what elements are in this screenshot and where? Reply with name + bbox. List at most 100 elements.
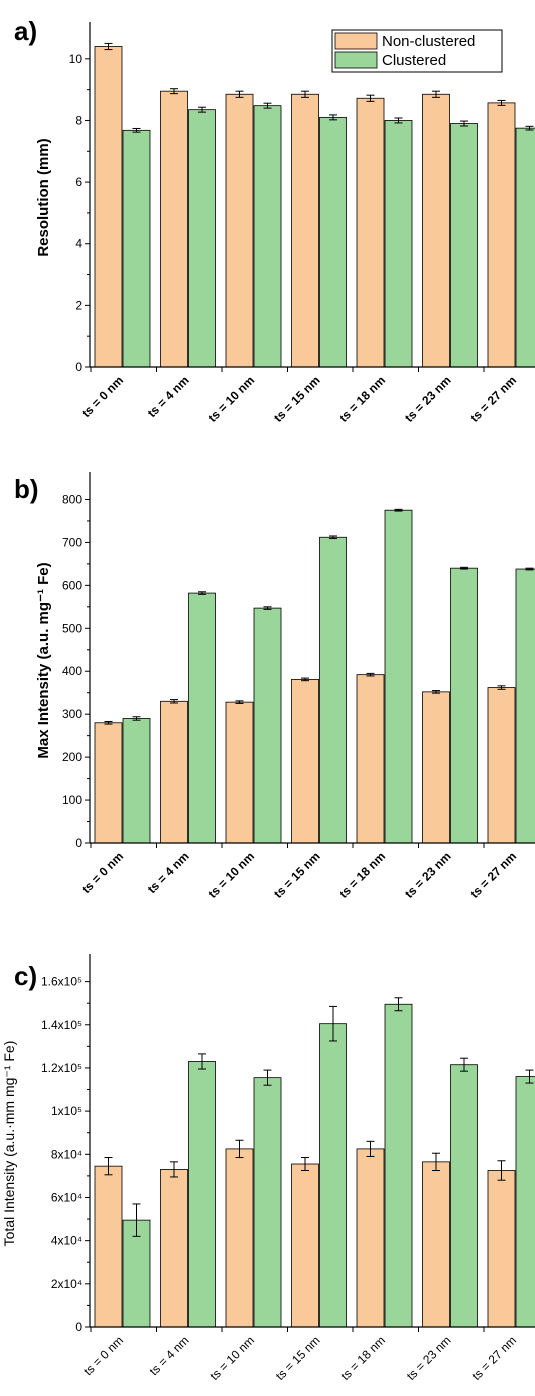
panel-label: c) bbox=[14, 961, 37, 991]
error-bar-clustered-3 bbox=[263, 102, 272, 109]
error-bar-non-clustered-4 bbox=[301, 90, 309, 98]
error-bar-non-clustered-1 bbox=[104, 1157, 113, 1176]
error-bar-clustered-4 bbox=[329, 114, 337, 121]
error-bar-clustered-2 bbox=[198, 1053, 206, 1070]
error-bar-non-clustered-6 bbox=[432, 690, 440, 694]
error-bar-non-clustered-2 bbox=[170, 88, 178, 95]
legend-label-non-clustered: Non-clustered bbox=[382, 33, 475, 50]
bar-non-clustered-3 bbox=[225, 701, 254, 844]
x-category-label: ts = 0 nm bbox=[79, 373, 126, 420]
error-bar-non-clustered-6 bbox=[432, 1152, 440, 1171]
bar-non-clustered-1 bbox=[94, 1165, 123, 1328]
y-tick-label: 4 bbox=[75, 237, 82, 251]
error-bar-non-clustered-7 bbox=[497, 1160, 506, 1181]
x-category-label: ts = 10 nm bbox=[205, 373, 257, 425]
bar-non-clustered-1 bbox=[94, 46, 123, 368]
bar-non-clustered-2 bbox=[160, 1169, 188, 1328]
bar-clustered-5 bbox=[384, 120, 413, 368]
y-tick-label: 10 bbox=[69, 52, 83, 66]
x-category-label: ts = 0 nm bbox=[81, 1333, 126, 1378]
y-tick-label: 300 bbox=[62, 707, 82, 721]
y-tick-label: 4x10⁴ bbox=[51, 1234, 82, 1248]
error-bar-clustered-5 bbox=[394, 117, 403, 124]
error-bar-clustered-1 bbox=[132, 127, 141, 133]
error-bar-non-clustered-3 bbox=[235, 700, 244, 704]
error-bar-clustered-3 bbox=[263, 606, 272, 610]
error-bar-non-clustered-6 bbox=[432, 90, 440, 98]
bar-non-clustered-2 bbox=[160, 90, 188, 368]
y-tick-label: 200 bbox=[62, 750, 82, 764]
error-bar-clustered-6 bbox=[460, 1057, 468, 1072]
x-category-label: ts = 23 nm bbox=[402, 849, 454, 901]
bar-non-clustered-5 bbox=[356, 674, 385, 844]
bar-clustered-3 bbox=[253, 1077, 282, 1328]
bar-non-clustered-6 bbox=[422, 1161, 450, 1328]
x-category-label: ts = 4 nm bbox=[145, 373, 192, 420]
y-tick-label: 6 bbox=[75, 175, 82, 189]
error-bar-non-clustered-2 bbox=[170, 1161, 178, 1178]
bar-clustered-1 bbox=[122, 718, 151, 844]
bar-non-clustered-7 bbox=[487, 1170, 516, 1328]
bar-non-clustered-4 bbox=[291, 93, 319, 368]
y-tick-label: 0 bbox=[75, 836, 82, 850]
error-bar-clustered-6 bbox=[460, 566, 468, 570]
error-bar-clustered-2 bbox=[198, 106, 206, 113]
error-bar-clustered-4 bbox=[329, 535, 337, 540]
error-bar-non-clustered-4 bbox=[301, 1157, 309, 1171]
error-bar-clustered-1 bbox=[132, 1203, 141, 1237]
error-bar-non-clustered-4 bbox=[301, 677, 309, 682]
bar-clustered-7 bbox=[515, 568, 535, 844]
panel-label: a) bbox=[14, 16, 37, 46]
bar-clustered-4 bbox=[319, 116, 347, 368]
bar-clustered-6 bbox=[450, 567, 478, 844]
y-tick-label: 8x10⁴ bbox=[51, 1147, 82, 1161]
x-category-label: ts = 23 nm bbox=[404, 1333, 454, 1383]
legend-swatch-clustered bbox=[334, 51, 378, 69]
y-tick-label: 0 bbox=[75, 1320, 82, 1334]
error-bar-clustered-1 bbox=[132, 716, 141, 721]
bar-non-clustered-5 bbox=[356, 97, 385, 368]
bar-clustered-7 bbox=[515, 1076, 535, 1328]
bar-clustered-2 bbox=[188, 1061, 216, 1328]
error-bar-clustered-2 bbox=[198, 591, 206, 595]
chart-panel-1: a) Resolution (mm) 0 2 4 6 8 10 ts = 0 nm ts = 4 … bbox=[14, 16, 535, 425]
bar-non-clustered-3 bbox=[225, 1148, 254, 1328]
bar-clustered-3 bbox=[253, 105, 282, 368]
error-bar-non-clustered-5 bbox=[366, 94, 375, 102]
error-bar-clustered-7 bbox=[525, 125, 534, 131]
y-tick-label: 2x10⁴ bbox=[51, 1277, 82, 1291]
bar-clustered-6 bbox=[450, 123, 478, 368]
bar-clustered-1 bbox=[122, 129, 151, 368]
bar-non-clustered-7 bbox=[487, 687, 516, 844]
bar-non-clustered-6 bbox=[422, 691, 450, 844]
x-category-label: ts = 15 nm bbox=[273, 1333, 323, 1383]
bar-clustered-6 bbox=[450, 1064, 478, 1328]
y-tick-label: 800 bbox=[62, 492, 82, 506]
bar-clustered-2 bbox=[188, 592, 216, 844]
y-tick-label: 1x10⁵ bbox=[51, 1104, 82, 1118]
x-category-label: ts = 18 nm bbox=[336, 373, 388, 425]
panel-label: b) bbox=[14, 474, 39, 504]
x-category-label: ts = 10 nm bbox=[205, 849, 257, 901]
error-bar-clustered-7 bbox=[525, 567, 534, 571]
y-tick-label: 2 bbox=[75, 298, 82, 312]
x-category-label: ts = 27 nm bbox=[469, 1333, 519, 1383]
bar-non-clustered-1 bbox=[94, 722, 123, 844]
error-bar-clustered-7 bbox=[525, 1069, 534, 1084]
bar-non-clustered-4 bbox=[291, 1163, 319, 1328]
error-bar-clustered-4 bbox=[329, 1005, 337, 1042]
x-category-label: ts = 15 nm bbox=[271, 373, 323, 425]
legend-swatch-non-clustered bbox=[334, 32, 378, 50]
chart-panel-3: c) Total Intensity (a.u.·mm mg⁻¹ Fe) 0 2x10… bbox=[1, 954, 535, 1383]
error-bar-non-clustered-1 bbox=[104, 720, 113, 725]
y-axis-label: Resolution (mm) bbox=[35, 138, 52, 256]
bar-non-clustered-6 bbox=[422, 93, 450, 368]
x-category-label: ts = 4 nm bbox=[147, 1333, 192, 1378]
y-tick-label: 100 bbox=[62, 793, 82, 807]
error-bar-clustered-5 bbox=[394, 508, 403, 512]
bar-non-clustered-3 bbox=[225, 93, 254, 368]
legend: Non-clustered Clustered bbox=[331, 29, 503, 73]
bar-clustered-7 bbox=[515, 127, 535, 368]
x-category-label: ts = 27 nm bbox=[467, 849, 519, 901]
